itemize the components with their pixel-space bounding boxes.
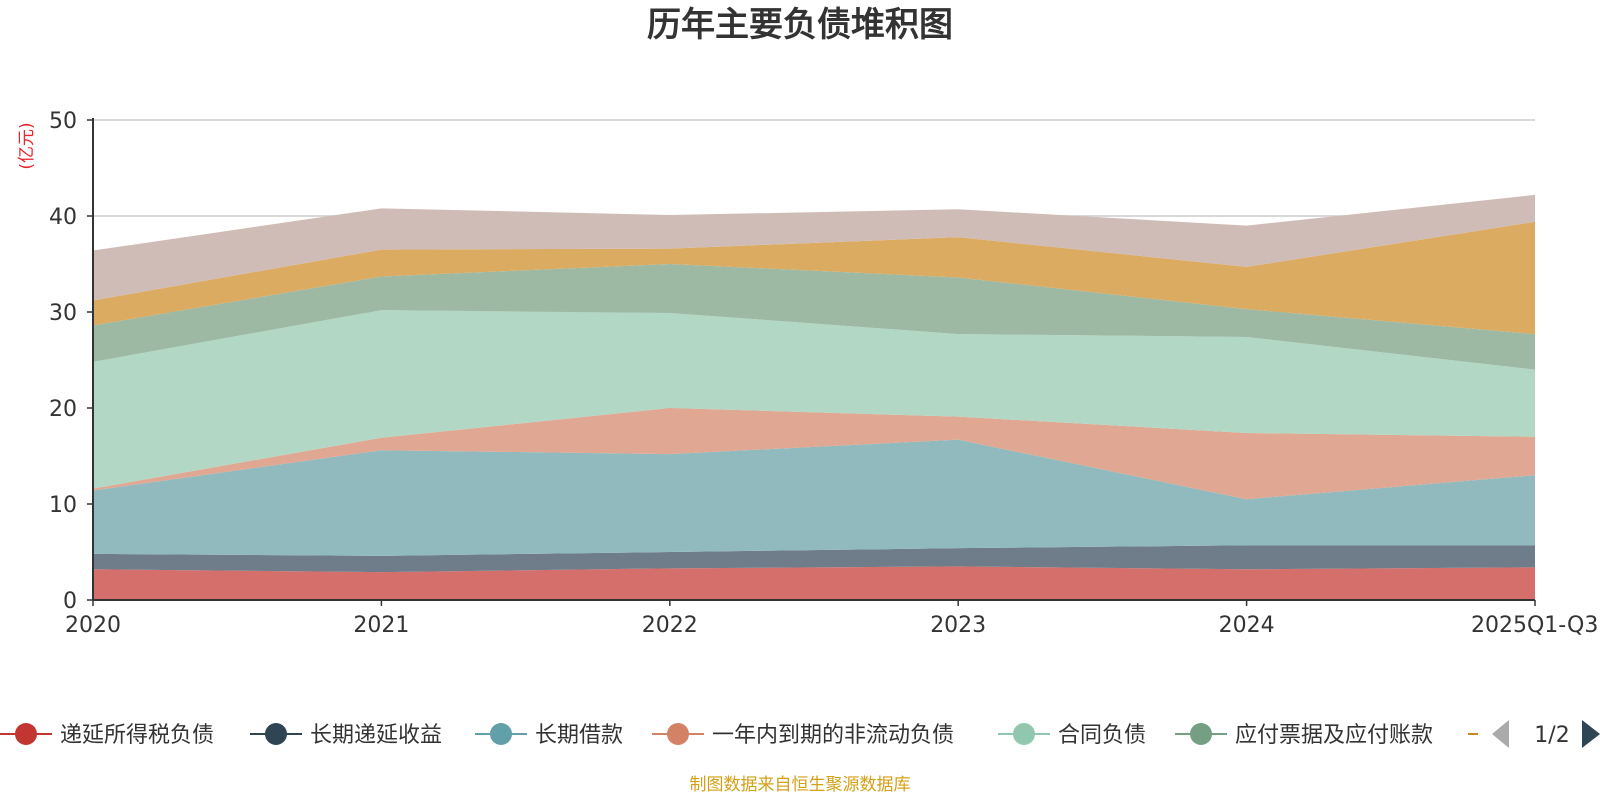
chart-title: 历年主要负债堆积图 [647, 5, 953, 45]
y-tick-label: 20 [49, 397, 77, 422]
area-series-5[interactable] [93, 310, 1535, 489]
y-tick-label: 40 [49, 205, 77, 230]
area-series-2[interactable] [93, 545, 1535, 573]
x-tick-label: 2025Q1-Q3 [1471, 613, 1598, 638]
legend-item[interactable]: 一年内到期的非流动负债 [652, 723, 954, 748]
legend-label: 应付票据及应付账款 [1235, 723, 1433, 748]
axes: 0 10 20 30 40 50 2020 2021 2022 2023 2024 2025Q1-Q3 [49, 109, 1598, 638]
y-tick-label: 30 [49, 301, 77, 326]
legend-item[interactable]: 长期借款 [475, 723, 623, 748]
area-series-8[interactable] [93, 194, 1535, 301]
x-tick-label: 2023 [930, 613, 986, 638]
legend-prev-icon[interactable] [1492, 720, 1509, 748]
legend[interactable]: 递延所得税负债 长期递延收益 长期借款 一年内到期的非流动负债 合同负债 应付票据及应付账… [0, 720, 1600, 748]
stacked-area-series[interactable] [93, 194, 1535, 600]
legend-marker-icon [1013, 723, 1035, 745]
area-series-1[interactable] [93, 566, 1535, 600]
legend-label: 长期借款 [535, 723, 623, 748]
legend-next-icon[interactable] [1582, 720, 1600, 748]
legend-label: 长期递延收益 [310, 723, 442, 748]
y-tick-label: 10 [49, 493, 77, 518]
x-tick-label: 2021 [353, 613, 409, 638]
x-tick-label: 2020 [65, 613, 121, 638]
legend-marker-icon [490, 723, 512, 745]
legend-marker-icon [1190, 723, 1212, 745]
x-tick-label: 2024 [1219, 613, 1275, 638]
legend-label: 递延所得税负债 [60, 723, 214, 748]
legend-page-indicator: 1/2 [1534, 723, 1569, 748]
y-tick-label: 50 [49, 109, 77, 134]
legend-marker-icon [265, 723, 287, 745]
area-series-3[interactable] [93, 439, 1535, 556]
legend-item[interactable]: 应付票据及应付账款 [1175, 723, 1433, 748]
area-series-7[interactable] [93, 221, 1535, 335]
legend-label: 一年内到期的非流动负债 [712, 723, 954, 748]
x-tick-label: 2022 [642, 613, 698, 638]
legend-label: 合同负债 [1058, 723, 1146, 748]
legend-item[interactable]: 合同负债 [998, 723, 1146, 748]
legend-item[interactable]: 长期递延收益 [250, 723, 442, 748]
legend-marker-icon [667, 723, 689, 745]
source-note: 制图数据来自恒生聚源数据库 [690, 775, 911, 795]
legend-marker-icon [15, 723, 37, 745]
area-series-4[interactable] [93, 408, 1535, 500]
y-axis-unit-label: (亿元) [17, 122, 37, 169]
y-tick-label: 0 [63, 589, 77, 614]
area-series-6[interactable] [93, 264, 1535, 370]
legend-item[interactable]: 递延所得税负债 [0, 723, 214, 748]
